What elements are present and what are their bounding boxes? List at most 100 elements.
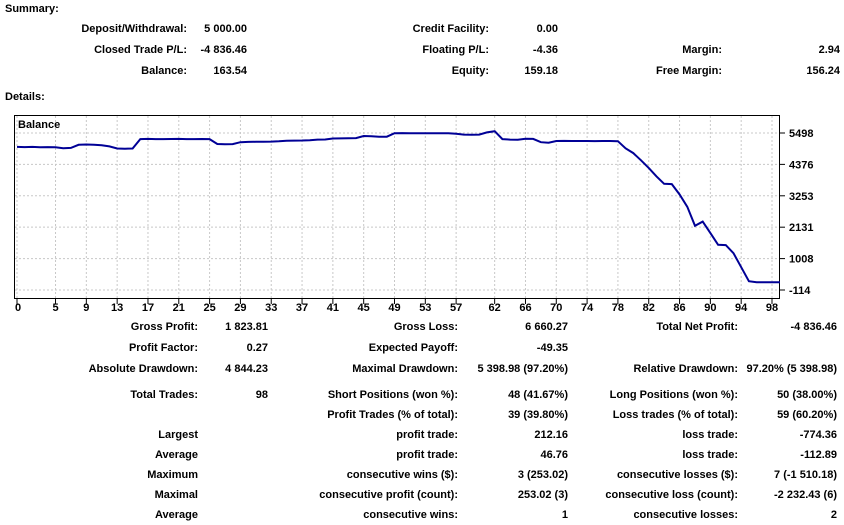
stat-value: 97.20% (5 398.98) — [746, 363, 837, 375]
x-axis-label: 5 — [52, 302, 58, 314]
x-axis-label: 41 — [327, 302, 339, 314]
balance-series-label: Balance — [18, 119, 60, 131]
x-axis-label: 49 — [388, 302, 400, 314]
y-axis-label: 3253 — [789, 191, 813, 203]
chart-plot-area — [14, 115, 780, 299]
trade-stat-label: Average — [154, 449, 198, 461]
trade-stat-label: Total Trades: — [130, 389, 198, 401]
x-axis-label: 37 — [296, 302, 308, 314]
x-axis-label: 17 — [142, 302, 154, 314]
trade-stat-label: consecutive wins: — [363, 509, 458, 521]
stat-label: Profit Factor: — [128, 342, 198, 354]
x-axis-label: 78 — [612, 302, 624, 314]
x-axis-label: 82 — [643, 302, 655, 314]
stat-label: Relative Drawdown: — [633, 363, 738, 375]
stat-label: Gross Loss: — [393, 321, 458, 333]
trade-stat-label: profit trade: — [396, 429, 458, 441]
summary-value: 163.54 — [213, 65, 247, 77]
x-axis-label: 53 — [419, 302, 431, 314]
stat-label: Expected Payoff: — [368, 342, 458, 354]
details-heading: Details: — [5, 91, 45, 103]
stat-label: Maximal Drawdown: — [352, 363, 458, 375]
trade-stat-label: Maximal — [154, 489, 198, 501]
summary-value — [722, 19, 840, 40]
summary-label: Deposit/Withdrawal: — [81, 23, 187, 35]
y-axis-label: 2131 — [789, 222, 813, 234]
stat-label: Absolute Drawdown: — [88, 363, 198, 375]
trade-stat-value: 46.76 — [540, 449, 568, 461]
profit-stats-table: Gross Profit: 1 823.81 Gross Loss: 6 660.27… — [0, 317, 837, 380]
trade-stat-label: Long Positions (won %): — [609, 389, 738, 401]
trade-stat-label: Loss trades (% of total): — [612, 409, 738, 421]
summary-label — [558, 19, 722, 40]
trade-stat-value — [198, 505, 268, 525]
trade-stat-label: consecutive profit (count): — [319, 489, 458, 501]
trade-stat-value: 3 (253.02) — [517, 469, 568, 481]
summary-label: Floating P/L: — [422, 44, 489, 56]
summary-label: Credit Facility: — [412, 23, 489, 35]
balance-line — [16, 130, 780, 284]
trade-stat-value: 50 (38.00%) — [777, 389, 837, 401]
stat-label: Total Net Profit: — [656, 321, 738, 333]
summary-value: 159.18 — [524, 65, 558, 77]
y-axis-label: -114 — [789, 285, 811, 297]
stat-value: 4 844.23 — [225, 363, 268, 375]
trade-stat-value: -774.36 — [799, 429, 837, 441]
x-axis-label: 86 — [673, 302, 685, 314]
x-axis-label: 94 — [735, 302, 748, 314]
trade-stat-value: 7 (-1 510.18) — [774, 469, 837, 481]
trade-stat-value: 2 — [830, 509, 837, 521]
trade-stat-value: 39 (39.80%) — [508, 409, 568, 421]
summary-value: 2.94 — [818, 44, 840, 56]
x-axis-label: 90 — [704, 302, 716, 314]
stat-value: 0.27 — [246, 342, 268, 354]
summary-value: 5 000.00 — [204, 23, 247, 35]
stat-label: Gross Profit: — [130, 321, 198, 333]
summary-value: 156.24 — [806, 65, 840, 77]
stat-value: 5 398.98 (97.20%) — [477, 363, 568, 375]
x-axis-label: 9 — [83, 302, 89, 314]
y-axis-label: 1008 — [789, 254, 813, 266]
trade-stat-label: Short Positions (won %): — [327, 389, 458, 401]
trade-stat-value: 1 — [561, 509, 568, 521]
summary-label: Free Margin: — [655, 65, 722, 77]
stat-value: 1 823.81 — [225, 321, 268, 333]
y-axis-label: 5498 — [789, 128, 813, 140]
x-axis-label: 0 — [15, 302, 21, 314]
x-axis-label: 74 — [581, 302, 594, 314]
trade-stat-label: loss trade: — [682, 449, 738, 461]
trade-stat-value: 98 — [255, 389, 268, 401]
trade-stat-label: Profit Trades (% of total): — [327, 409, 458, 421]
trade-stat-label: loss trade: — [682, 429, 738, 441]
y-axis-label: 4376 — [789, 159, 813, 171]
x-axis-label: 33 — [265, 302, 277, 314]
trade-stat-label: profit trade: — [396, 449, 458, 461]
trade-stat-value: 48 (41.67%) — [508, 389, 568, 401]
summary-label: Balance: — [141, 65, 187, 77]
summary-table: Deposit/Withdrawal: 5 000.00 Credit Facili… — [0, 19, 840, 82]
stat-label — [568, 338, 738, 359]
trade-stats-table: Total Trades: 98 Short Positions (won %): 4… — [0, 385, 837, 525]
x-axis-label: 29 — [234, 302, 246, 314]
summary-heading: Summary: — [5, 3, 59, 15]
x-axis-label: 70 — [550, 302, 562, 314]
x-axis-label: 66 — [519, 302, 531, 314]
balance-chart: 5498 4376 3253 2131 1008 -114 0 5 9 13 17 21 25 29 33 3… — [14, 115, 813, 314]
trade-stat-label: consecutive loss (count): — [605, 489, 738, 501]
trade-stat-label: consecutive wins ($): — [346, 469, 458, 481]
x-axis-label: 62 — [489, 302, 501, 314]
x-axis-label: 13 — [111, 302, 123, 314]
trade-stat-value — [198, 445, 268, 465]
trade-stat-value — [198, 425, 268, 445]
trade-stat-value — [198, 465, 268, 485]
x-axis-label: 98 — [766, 302, 778, 314]
x-axis-label: 45 — [358, 302, 370, 314]
trade-stat-label: Average — [154, 509, 198, 521]
x-axis-label: 57 — [450, 302, 462, 314]
summary-value: -4 836.46 — [200, 44, 247, 56]
stat-value: -49.35 — [536, 342, 568, 354]
trade-stat-value: 253.02 (3) — [517, 489, 568, 501]
trade-stat-value: 59 (60.20%) — [777, 409, 837, 421]
trade-stat-label: consecutive losses: — [633, 509, 738, 521]
summary-value: -4.36 — [532, 44, 558, 56]
